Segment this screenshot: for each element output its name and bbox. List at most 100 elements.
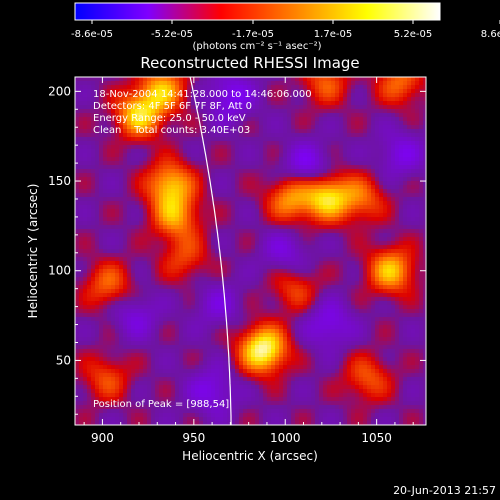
- heatmap-cell: [287, 217, 292, 222]
- heatmap-cell: [379, 297, 384, 302]
- heatmap-cell: [395, 265, 400, 270]
- heatmap-cell: [139, 141, 144, 146]
- heatmap-cell: [203, 181, 208, 186]
- heatmap-cell: [275, 113, 280, 118]
- heatmap-cell: [175, 217, 180, 222]
- heatmap-cell: [83, 137, 88, 142]
- heatmap-cell: [83, 149, 88, 154]
- heatmap-cell: [299, 85, 304, 90]
- heatmap-cell: [91, 297, 96, 302]
- heatmap-cell: [111, 97, 116, 102]
- heatmap-cell: [163, 169, 168, 174]
- heatmap-cell: [195, 101, 200, 106]
- heatmap-cell: [283, 145, 288, 150]
- heatmap-cell: [127, 157, 132, 162]
- heatmap-cell: [111, 157, 116, 162]
- heatmap-cell: [415, 193, 420, 198]
- heatmap-cell: [299, 277, 304, 282]
- heatmap-cell: [163, 121, 168, 126]
- heatmap-cell: [135, 261, 140, 266]
- heatmap-cell: [375, 101, 380, 106]
- heatmap-cell: [183, 125, 188, 130]
- heatmap-cell: [259, 189, 264, 194]
- heatmap-cell: [295, 193, 300, 198]
- heatmap-cell: [155, 97, 160, 102]
- heatmap-cell: [411, 113, 416, 118]
- heatmap-cell: [395, 245, 400, 250]
- heatmap-cell: [291, 249, 296, 254]
- heatmap-cell: [159, 197, 164, 202]
- heatmap-cell: [99, 161, 104, 166]
- heatmap-cell: [239, 189, 244, 194]
- heatmap-cell: [271, 173, 276, 178]
- heatmap-cell: [343, 193, 348, 198]
- heatmap-cell: [315, 249, 320, 254]
- heatmap-cell: [191, 133, 196, 138]
- heatmap-cell: [271, 137, 276, 142]
- heatmap-cell: [407, 213, 412, 218]
- heatmap-cell: [419, 269, 424, 274]
- heatmap-cell: [191, 213, 196, 218]
- heatmap-cell: [83, 293, 88, 298]
- heatmap-cell: [139, 89, 144, 94]
- heatmap-cell: [275, 145, 280, 150]
- heatmap-cell: [347, 193, 352, 198]
- heatmap-cell: [387, 193, 392, 198]
- heatmap-cell: [239, 153, 244, 158]
- heatmap-cell: [411, 177, 416, 182]
- heatmap-cell: [351, 253, 356, 258]
- heatmap-cell: [351, 285, 356, 290]
- heatmap-cell: [319, 157, 324, 162]
- heatmap-cell: [303, 253, 308, 258]
- heatmap-cell: [219, 101, 224, 106]
- heatmap-cell: [263, 233, 268, 238]
- heatmap-cell: [379, 149, 384, 154]
- heatmap-cell: [395, 113, 400, 118]
- heatmap-cell: [319, 221, 324, 226]
- heatmap-cell: [139, 257, 144, 262]
- heatmap-cell: [359, 221, 364, 226]
- heatmap-cell: [175, 277, 180, 282]
- heatmap-cell: [387, 285, 392, 290]
- heatmap-cell: [383, 293, 388, 298]
- heatmap-cell: [83, 241, 88, 246]
- heatmap-cell: [271, 233, 276, 238]
- heatmap-cell: [295, 109, 300, 114]
- heatmap-cell: [343, 277, 348, 282]
- heatmap-cell: [203, 97, 208, 102]
- heatmap-cell: [407, 189, 412, 194]
- heatmap-cell: [295, 141, 300, 146]
- heatmap-cell: [283, 201, 288, 206]
- heatmap-cell: [379, 89, 384, 94]
- heatmap-cell: [111, 169, 116, 174]
- heatmap-cell: [391, 201, 396, 206]
- heatmap-cell: [307, 153, 312, 158]
- heatmap-cell: [331, 193, 336, 198]
- heatmap-cell: [167, 141, 172, 146]
- heatmap-cell: [167, 153, 172, 158]
- heatmap-cell: [295, 265, 300, 270]
- heatmap-cell: [299, 269, 304, 274]
- heatmap-cell: [231, 253, 236, 258]
- heatmap-cell: [303, 265, 308, 270]
- heatmap-cell: [191, 157, 196, 162]
- heatmap-cell: [239, 265, 244, 270]
- heatmap-cell: [335, 169, 340, 174]
- heatmap-cell: [303, 141, 308, 146]
- heatmap-cell: [83, 253, 88, 258]
- heatmap-cell: [339, 253, 344, 258]
- heatmap-cell: [319, 177, 324, 182]
- heatmap-cell: [387, 81, 392, 86]
- heatmap-cell: [119, 137, 124, 142]
- heatmap-cell: [415, 137, 420, 142]
- heatmap-cell: [127, 189, 132, 194]
- heatmap-cell: [139, 133, 144, 138]
- heatmap-cell: [75, 209, 80, 214]
- heatmap-cell: [83, 77, 88, 82]
- heatmap-cell: [115, 265, 120, 270]
- heatmap-cell: [211, 129, 216, 134]
- heatmap-cell: [215, 153, 220, 158]
- heatmap-cell: [311, 85, 316, 90]
- heatmap-cell: [335, 85, 340, 90]
- heatmap-cell: [383, 157, 388, 162]
